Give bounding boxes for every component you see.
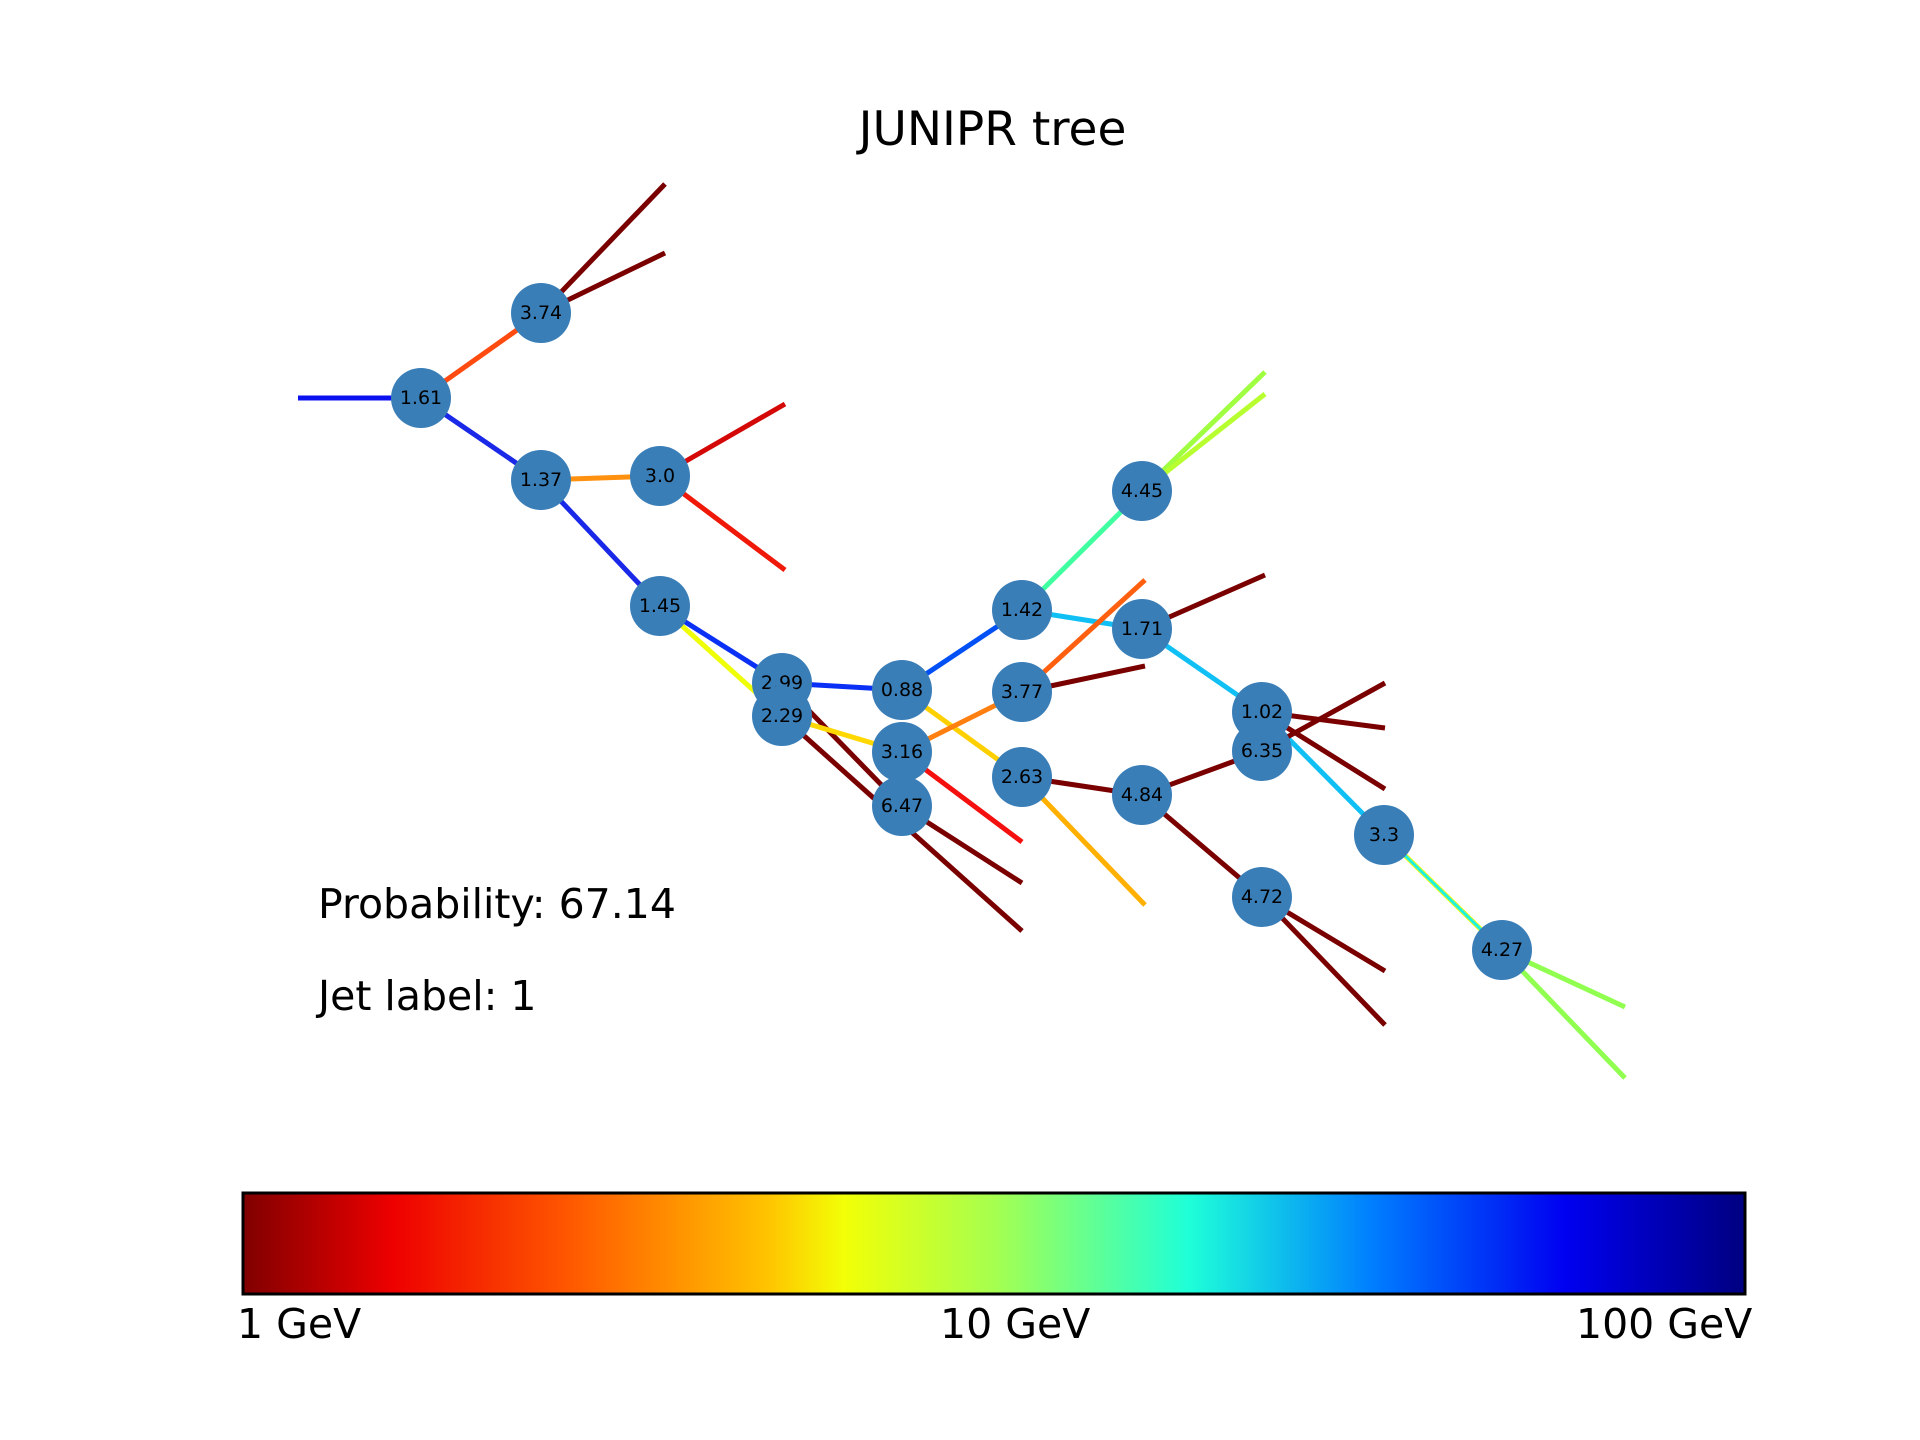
tree-node: 1.37: [511, 450, 571, 510]
chart-title: JUNIPR tree: [858, 102, 1127, 157]
colorbar-tick-label: 100 GeV: [1576, 1300, 1753, 1348]
tree-node: 3.3: [1354, 805, 1414, 865]
tree-node-label: 3.0: [645, 465, 675, 487]
tree-node: 3.16: [872, 722, 932, 782]
tree-node: 4.72: [1232, 867, 1292, 927]
tree-node: 1.45: [630, 576, 690, 636]
tree-node-circle: [1232, 721, 1292, 781]
tree-node-circle: [1112, 461, 1172, 521]
tree-node-circle: [1232, 867, 1292, 927]
tree-node-label: 1.71: [1121, 618, 1163, 640]
colorbar-tick-label: 1 GeV: [237, 1300, 362, 1348]
tree-node-circle: [992, 580, 1052, 640]
tree-node-circle: [992, 747, 1052, 807]
tree-node-circle: [872, 776, 932, 836]
tree-node: 6.47: [872, 776, 932, 836]
colorbar-tick-label: 10 GeV: [940, 1300, 1091, 1348]
tree-node: 3.0: [630, 446, 690, 506]
tree-node-label: 4.84: [1121, 784, 1163, 806]
tree-node-circle: [992, 662, 1052, 722]
jet-label-text: Jet label: 1: [318, 972, 537, 1020]
tree-edges: [298, 182, 1627, 1080]
tree-node-circle: [511, 283, 571, 343]
tree-node-label: 6.35: [1241, 740, 1283, 762]
tree-node: 4.45: [1112, 461, 1172, 521]
tree-node: 1.42: [992, 580, 1052, 640]
tree-node-circle: [872, 660, 932, 720]
tree-node-label: 1.45: [639, 595, 681, 617]
tree-node-label: 3.3: [1369, 824, 1399, 846]
tree-node-circle: [1354, 805, 1414, 865]
tree-node: 2.63: [992, 747, 1052, 807]
tree-node-label: 3.16: [881, 741, 923, 763]
tree-nodes: 1.613.741.37 3.01.452.992.290.883.166.471…: [391, 283, 1532, 980]
tree-node: 4.84: [1112, 765, 1172, 825]
tree-node-circle: [1472, 920, 1532, 980]
tree-node-label: 1.61: [400, 387, 442, 409]
tree-node-label: 4.27: [1481, 939, 1523, 961]
tree-node-circle: [872, 722, 932, 782]
tree-node: 3.74: [511, 283, 571, 343]
probability-text: Probability: 67.14: [318, 880, 676, 928]
tree-node-label: 1.37: [520, 469, 562, 491]
tree-node: 2.29: [752, 686, 812, 746]
tree-node-label: 4.45: [1121, 480, 1163, 502]
colorbar: [241, 1191, 1747, 1296]
tree-node-circle: [1112, 599, 1172, 659]
tree-node-label: 4.72: [1241, 886, 1283, 908]
tree-node-circle: [391, 368, 451, 428]
tree-node-label: 2.29: [761, 705, 803, 727]
tree-node: 3.77: [992, 662, 1052, 722]
tree-node-label: 6.47: [881, 795, 923, 817]
tree-node: 1.71: [1112, 599, 1172, 659]
tree-node-label: 2.63: [1001, 766, 1043, 788]
tree-node-circle: [511, 450, 571, 510]
tree-node-circle: [752, 686, 812, 746]
tree-node-label: 1.42: [1001, 599, 1043, 621]
tree-node-label: 1.02: [1241, 701, 1283, 723]
tree-node-label: 0.88: [881, 679, 923, 701]
tree-node-circle: [1112, 765, 1172, 825]
tree-node: 0.88: [872, 660, 932, 720]
tree-node-label: 3.77: [1001, 681, 1043, 703]
tree-node-circle: [630, 576, 690, 636]
tree-node: 1.61: [391, 368, 451, 428]
tree-node: 6.35: [1232, 721, 1292, 781]
tree-node-circle: [630, 446, 690, 506]
tree-node: 4.27: [1472, 920, 1532, 980]
tree-node-label: 3.74: [520, 302, 562, 324]
